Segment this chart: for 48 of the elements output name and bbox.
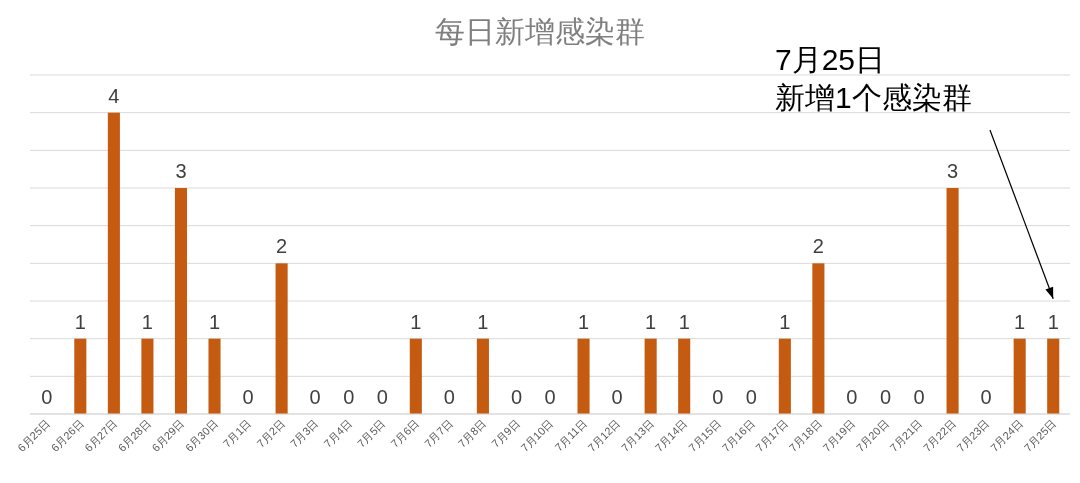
- data-label: 1: [1047, 310, 1059, 333]
- x-tick: 7月8日: [455, 416, 489, 450]
- data-label: 3: [947, 160, 959, 182]
- annotation: 新增1个感染群: [775, 81, 972, 114]
- x-tick: 7月11日: [552, 416, 589, 454]
- data-label: 4: [108, 84, 120, 107]
- data-label: 0: [41, 386, 53, 408]
- data-label: 2: [276, 235, 288, 258]
- data-label: 1: [1014, 310, 1026, 333]
- data-label: 3: [175, 160, 187, 182]
- data-label: 0: [879, 386, 892, 408]
- data-label: 0: [309, 386, 321, 408]
- data-label: 0: [611, 386, 623, 408]
- data-label: 0: [510, 386, 522, 408]
- data-label: 0: [376, 386, 388, 408]
- x-tick: 7月1日: [220, 416, 254, 450]
- x-tick: 7月15日: [686, 416, 724, 454]
- data-label: 0: [343, 386, 355, 408]
- title: 每日新增感染群: [435, 15, 645, 48]
- data-label: 1: [74, 310, 86, 333]
- data-label: 1: [477, 310, 489, 333]
- x-tick: 7月7日: [422, 416, 455, 450]
- x-tick: 7月2日: [254, 416, 288, 450]
- data-label: 0: [846, 386, 858, 408]
- data-label: 0: [544, 386, 556, 408]
- data-label: 0: [980, 386, 992, 408]
- data-label: 0: [443, 386, 455, 408]
- data-label: 1: [779, 310, 791, 333]
- x-tick: 7月4日: [321, 416, 355, 450]
- data-label: 0: [745, 386, 757, 408]
- data-label: 1: [678, 310, 690, 333]
- x-tick: 7月13日: [619, 416, 657, 454]
- data-label: 1: [410, 310, 422, 333]
- data-label: 1: [645, 310, 657, 333]
- x-tick: 7月5日: [354, 416, 388, 450]
- x-tick: 7月6日: [388, 416, 422, 450]
- data-label: 0: [913, 386, 925, 408]
- x-tick: 7月9日: [489, 416, 522, 450]
- annotation: 7月25日: [775, 43, 886, 76]
- data-label: 1: [208, 310, 221, 333]
- data-label: 0: [242, 386, 254, 408]
- x-tick: 7月24日: [988, 416, 1026, 454]
- x-tick: 7月3日: [287, 416, 321, 450]
- data-label: 0: [712, 386, 724, 408]
- x-tick: 6月25日: [15, 416, 53, 454]
- data-label: 2: [812, 235, 824, 258]
- data-label: 1: [141, 310, 153, 333]
- data-label: 1: [578, 310, 590, 333]
